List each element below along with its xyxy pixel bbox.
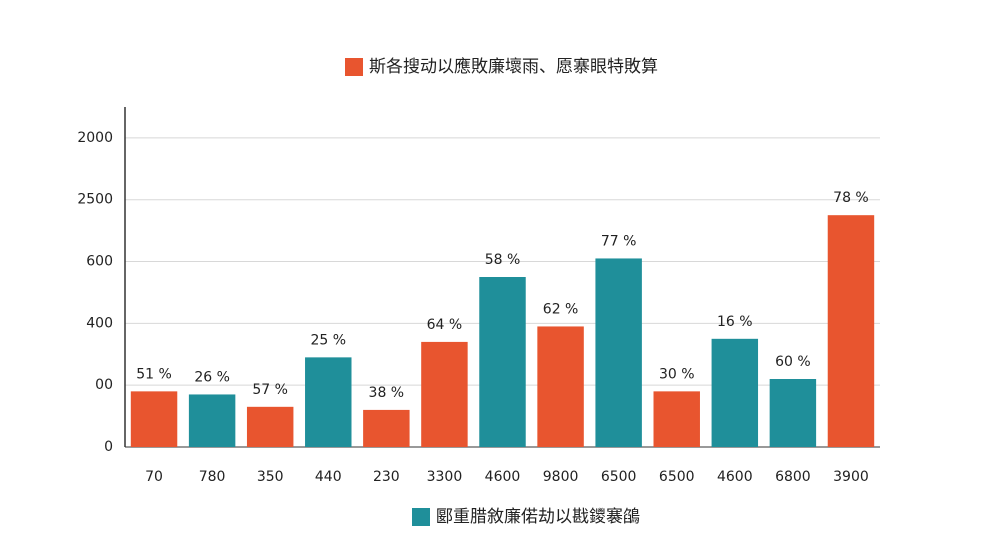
bar-annotation: 26 % [194,369,230,385]
x-tick-label: 780 [199,469,226,485]
bar [595,258,642,447]
legend-text: 郾重腊敘廉偌劫以戡鑁褰鵮 [436,507,640,527]
bar-annotation: 60 % [775,354,811,370]
legend-text: 斯各搜动以應敗廉壞雨、愿寨眼特敗算 [369,56,658,77]
y-tick-label: 0 [104,439,113,455]
y-tick-label: 00 [95,377,113,393]
bar-annotation: 64 % [427,317,463,333]
bar-annotation: 57 % [252,382,288,398]
bar-annotation: 58 % [485,252,521,268]
bar [827,215,875,447]
bar-annotation: 77 % [601,233,637,249]
bar [769,379,817,447]
bar [479,277,526,447]
bar [130,391,178,447]
bar-annotation: 51 % [136,366,172,382]
bar-annotation: 38 % [369,385,405,401]
y-tick-label: 400 [86,315,113,331]
bar [363,409,410,447]
bar-annotation: 30 % [659,366,695,382]
x-tick-label: 440 [315,469,342,485]
bar [537,326,584,447]
x-tick-label: 6800 [775,469,811,485]
legend-swatch [412,508,430,526]
x-tick-label: 4600 [485,469,521,485]
x-tick-label: 9800 [543,469,579,485]
x-tick-label: 70 [145,469,163,485]
bar [188,394,236,447]
x-tick-label: 3300 [427,469,463,485]
bar-annotation: 62 % [543,301,579,317]
bar [711,338,759,447]
x-tick-label: 350 [257,469,284,485]
bar [305,357,352,447]
x-tick-label: 230 [373,469,400,485]
x-tick-label: 6500 [601,469,637,485]
bar-annotation: 78 % [833,190,869,206]
y-tick-label: 2000 [77,130,113,146]
x-tick-label: 6500 [659,469,695,485]
x-tick-label: 3900 [833,469,869,485]
legend-swatch [345,58,363,76]
bar [653,391,700,447]
bar [246,406,294,447]
bar-annotation: 25 % [310,332,346,348]
y-tick-label: 2500 [77,192,113,208]
bar-annotation: 16 % [717,314,753,330]
x-tick-label: 4600 [717,469,753,485]
bar [421,341,468,447]
y-tick-label: 600 [86,254,113,270]
